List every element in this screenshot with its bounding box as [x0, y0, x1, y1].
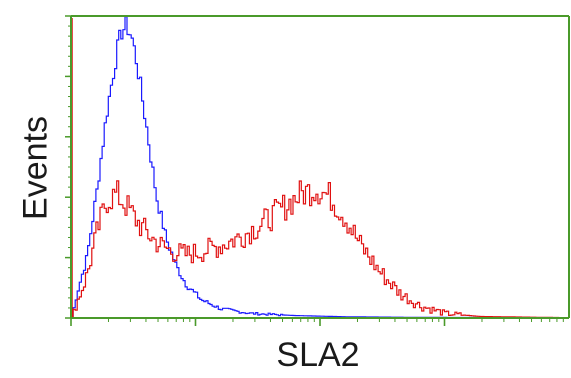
histogram-series-1	[71, 16, 569, 319]
series-group	[71, 16, 569, 319]
x-axis-label: SLA2	[276, 336, 360, 374]
y-axis-label: Events	[16, 116, 55, 220]
axis-ticks	[65, 15, 564, 326]
plot-frame	[70, 15, 570, 319]
histogram-series-2	[71, 180, 569, 319]
